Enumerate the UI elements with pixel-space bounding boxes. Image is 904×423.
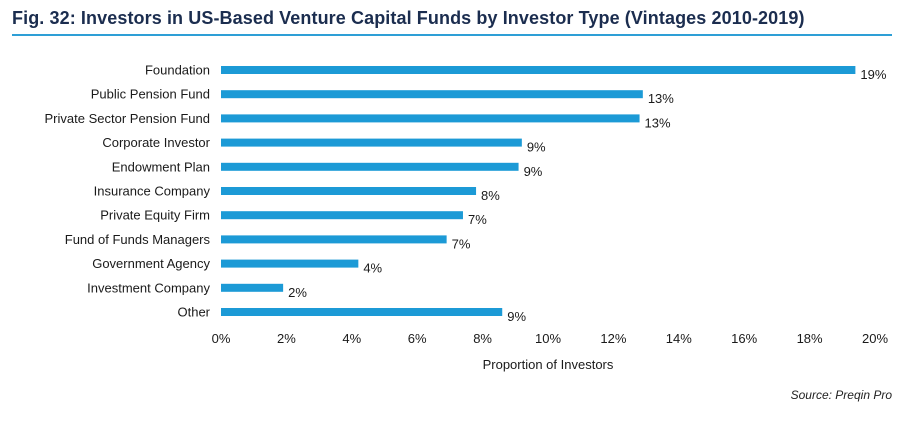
category-label: Private Sector Pension Fund — [45, 111, 210, 126]
x-tick-label: 4% — [342, 331, 361, 346]
category-label: Other — [177, 305, 210, 320]
data-label: 7% — [468, 212, 487, 227]
data-label: 9% — [507, 309, 526, 324]
bar — [221, 308, 503, 316]
bar — [221, 114, 640, 123]
data-label: 13% — [648, 91, 674, 106]
category-label: Investment Company — [87, 280, 210, 295]
x-tick-label: 16% — [731, 331, 757, 346]
x-tick-label: 20% — [862, 331, 888, 346]
category-label: Private Equity Firm — [100, 208, 210, 223]
category-label: Foundation — [145, 63, 210, 78]
data-label: 7% — [452, 236, 471, 251]
bar — [221, 138, 522, 147]
category-label: Corporate Investor — [102, 135, 210, 150]
x-tick-label: 0% — [212, 331, 231, 346]
data-label: 8% — [481, 188, 500, 203]
title-divider — [12, 34, 892, 36]
bar — [221, 259, 359, 268]
x-axis-title: Proportion of Investors — [483, 357, 614, 372]
category-label: Endowment Plan — [112, 159, 210, 174]
x-tick-label: 6% — [408, 331, 427, 346]
data-label: 2% — [288, 285, 307, 300]
data-label: 4% — [363, 261, 382, 276]
category-label: Fund of Funds Managers — [65, 232, 211, 247]
source-note: Source: Preqin Pro — [790, 388, 892, 402]
category-label: Government Agency — [92, 256, 210, 271]
x-tick-label: 2% — [277, 331, 296, 346]
x-tick-label: 8% — [473, 331, 492, 346]
bar — [221, 283, 284, 292]
data-label: 9% — [524, 164, 543, 179]
bar — [221, 90, 643, 99]
bar — [221, 235, 447, 244]
x-tick-label: 14% — [666, 331, 692, 346]
bar — [221, 187, 477, 195]
bar — [221, 66, 856, 74]
data-label: 13% — [645, 115, 671, 130]
data-label: 9% — [527, 140, 546, 155]
chart-title: Fig. 32: Investors in US-Based Venture C… — [12, 8, 805, 28]
x-tick-label: 12% — [600, 331, 626, 346]
category-label: Insurance Company — [94, 184, 211, 199]
x-tick-label: 10% — [535, 331, 561, 346]
bar — [221, 162, 519, 171]
bar — [221, 211, 463, 220]
data-label: 19% — [860, 67, 886, 82]
category-label: Public Pension Fund — [91, 87, 210, 102]
x-tick-label: 18% — [797, 331, 823, 346]
